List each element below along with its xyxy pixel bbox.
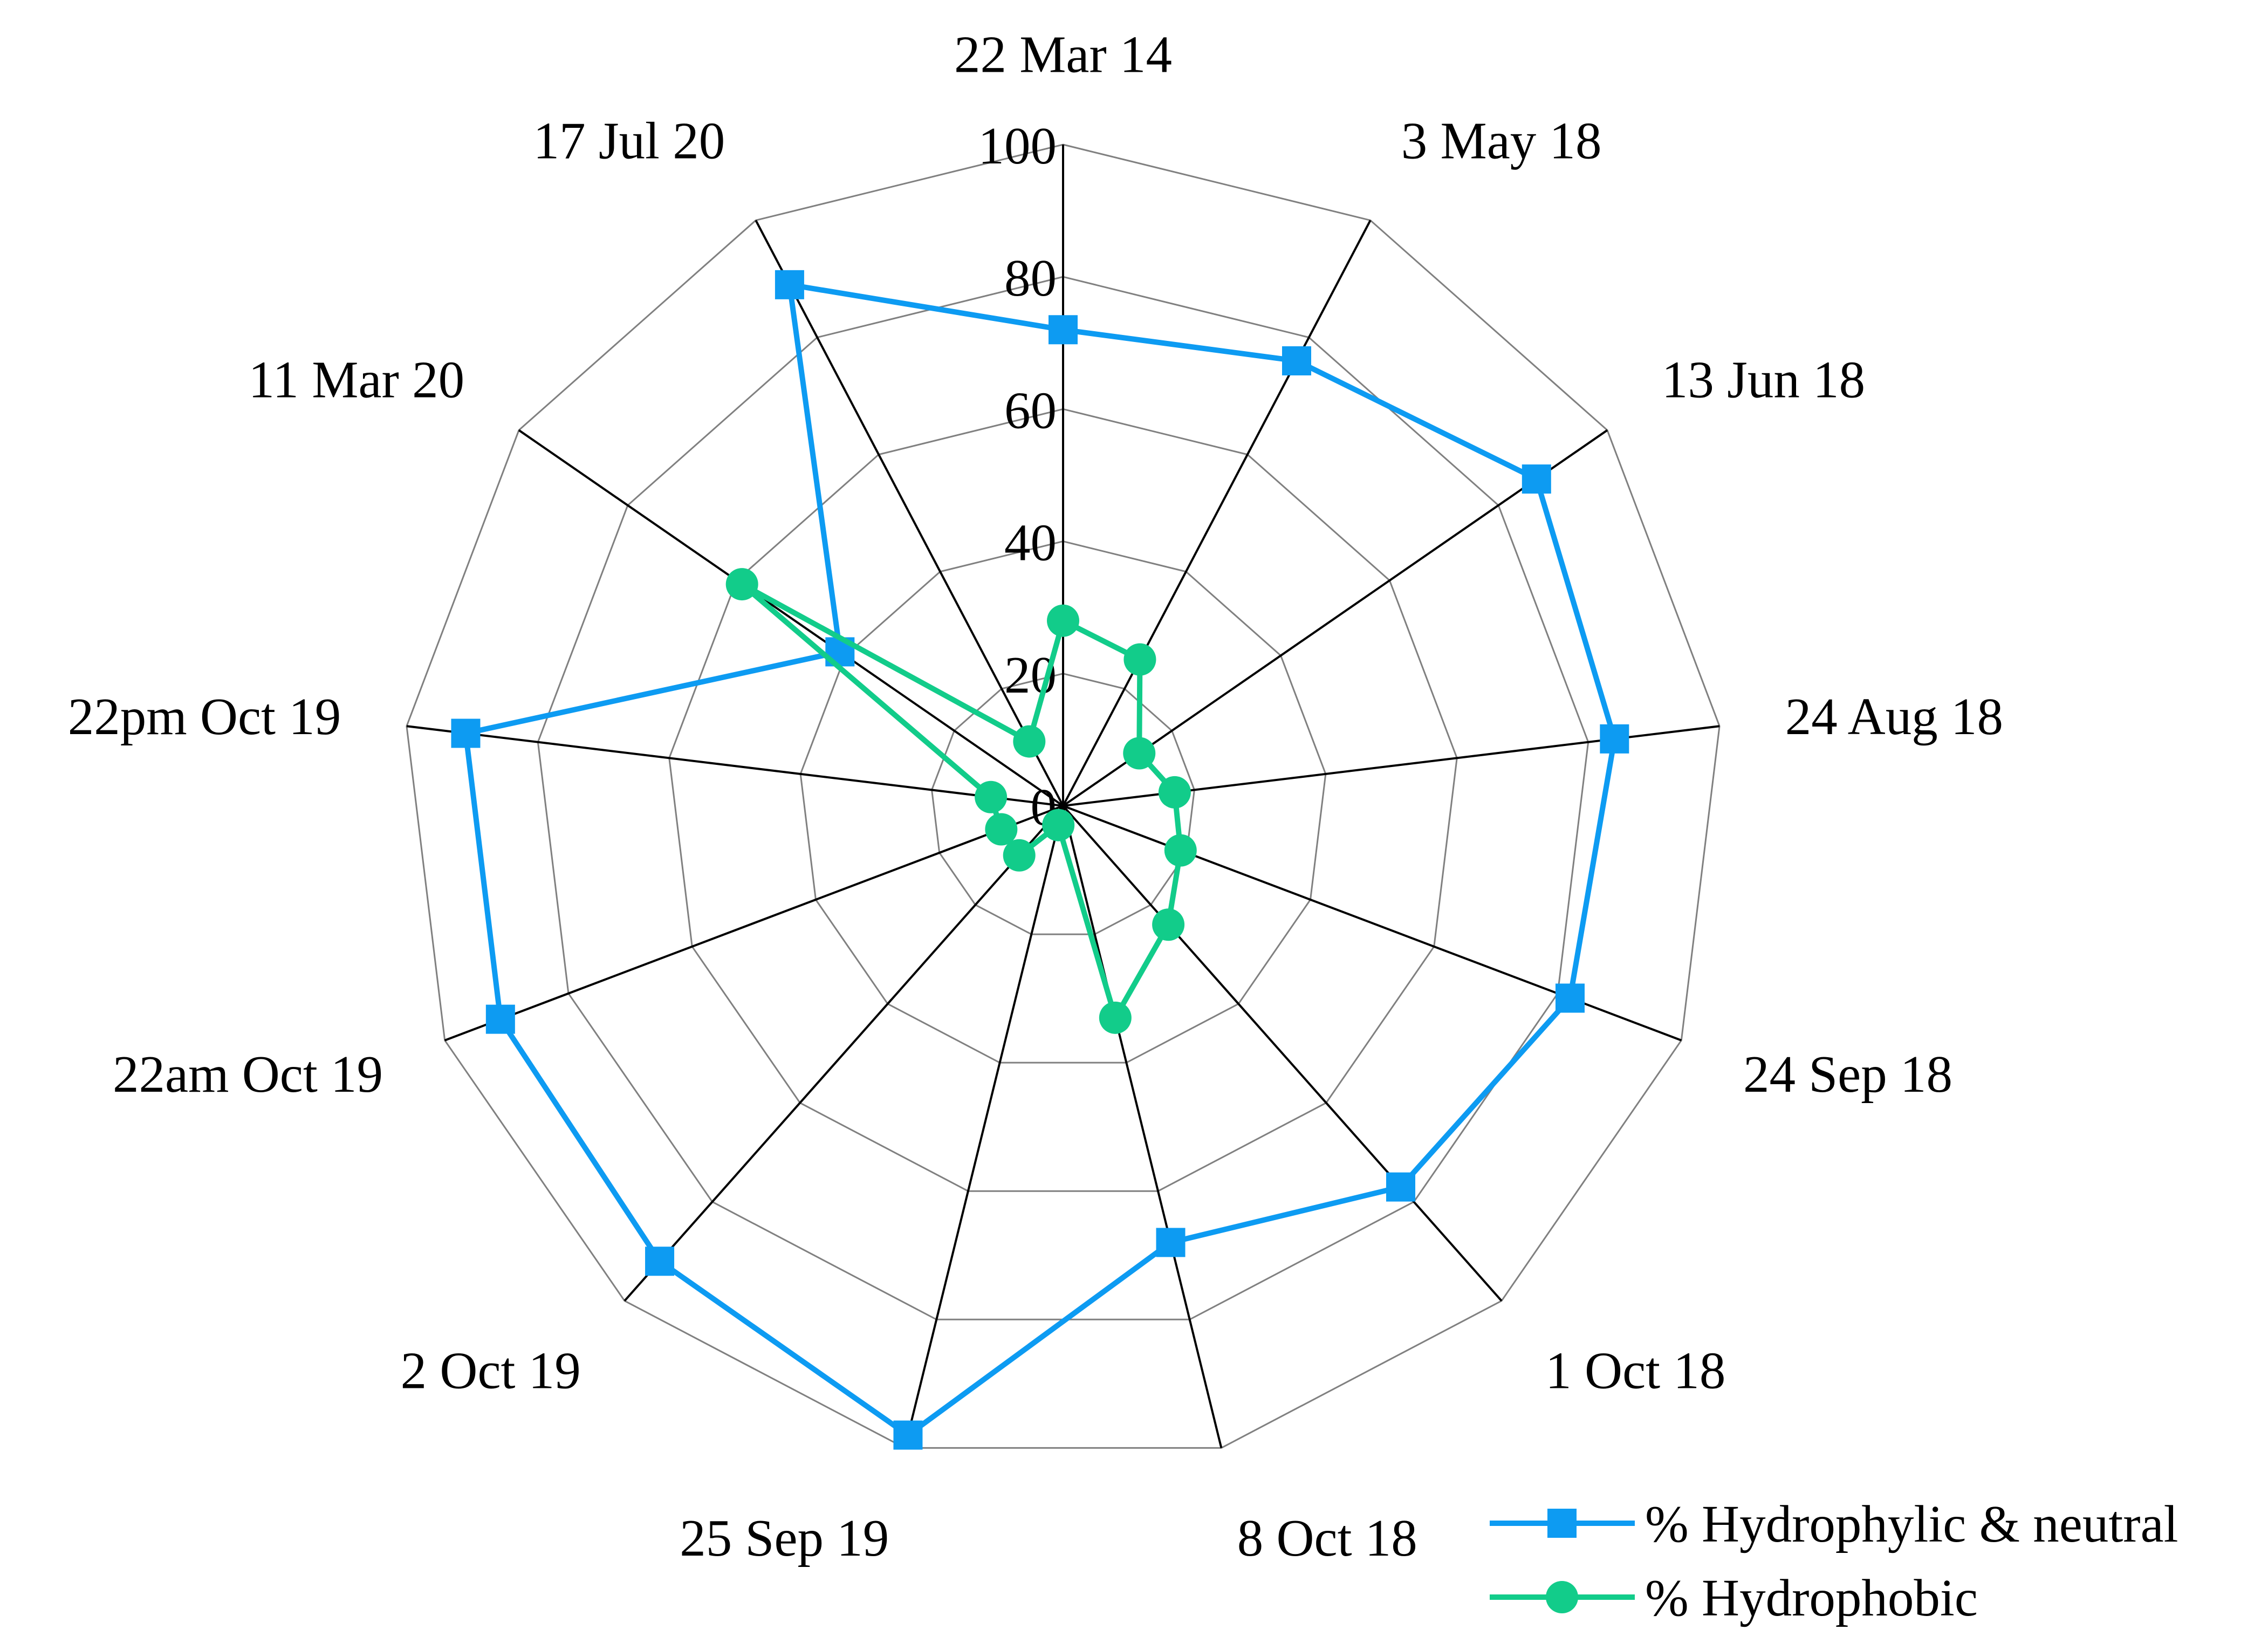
marker [1152,908,1185,941]
marker [775,270,804,299]
marker [1555,983,1585,1013]
legend-label: % Hydrophylic & neutral [1645,1495,2178,1553]
grid-ring [668,408,1458,1192]
category-label: 3 May 18 [1401,112,1602,169]
axis-spoke [1062,805,1503,1302]
marker [1123,737,1156,770]
series-line [462,281,1618,1439]
grid-ring [799,540,1327,1064]
axis-spoke [1062,220,1372,806]
legend-label: % Hydrophobic [1645,1569,1978,1627]
marker [1164,834,1197,867]
category-label: 22am Oct 19 [113,1045,383,1103]
category-label: 17 Jul 20 [533,112,725,169]
category-label: 2 Oct 19 [401,1341,581,1399]
y-tick-label: 40 [1004,514,1057,572]
marker [1047,604,1079,637]
marker [1049,315,1078,345]
marker [1386,1172,1416,1202]
category-label: 11 Mar 20 [249,351,465,408]
y-tick-label: 100 [978,117,1057,175]
category-label: 24 Sep 18 [1743,1045,1952,1103]
marker [485,1004,515,1034]
marker [1600,724,1629,754]
marker [975,781,1008,813]
category-label: 24 Aug 18 [1785,688,2003,745]
marker [1522,464,1551,494]
axis-spoke [444,805,1064,1042]
category-label: 1 Oct 18 [1545,1341,1725,1399]
marker [725,568,758,601]
marker [1123,643,1156,676]
marker [1156,1228,1186,1257]
y-tick-label: 60 [1004,381,1057,439]
marker [1099,1001,1132,1034]
marker [1042,809,1075,841]
category-label: 25 Sep 19 [680,1509,889,1567]
marker [1282,346,1312,375]
grid-ring [931,673,1195,935]
category-label: 8 Oct 18 [1237,1509,1417,1567]
axis-spoke [903,805,1064,1448]
marker [893,1420,923,1450]
y-tick-label: 80 [1004,249,1057,307]
axis-spoke [1062,805,1223,1448]
series-line [740,581,1183,1025]
category-label: 22 Mar 14 [954,26,1172,84]
legend-marker [1547,1509,1577,1538]
marker [645,1247,675,1276]
category-label: 22pm Oct 19 [68,688,341,745]
grid-ring [406,143,1721,1449]
marker [1158,776,1191,809]
legend-marker [1546,1581,1578,1613]
marker [985,813,1018,846]
axis-spoke [1062,429,1608,807]
marker [451,718,481,748]
axis-spoke [755,220,1064,806]
marker [1003,839,1036,872]
marker [1013,725,1046,758]
axis-spoke [518,429,1064,807]
category-label: 13 Jun 18 [1662,351,1865,408]
axis-spoke [623,805,1064,1302]
axis-spoke [406,725,1064,807]
